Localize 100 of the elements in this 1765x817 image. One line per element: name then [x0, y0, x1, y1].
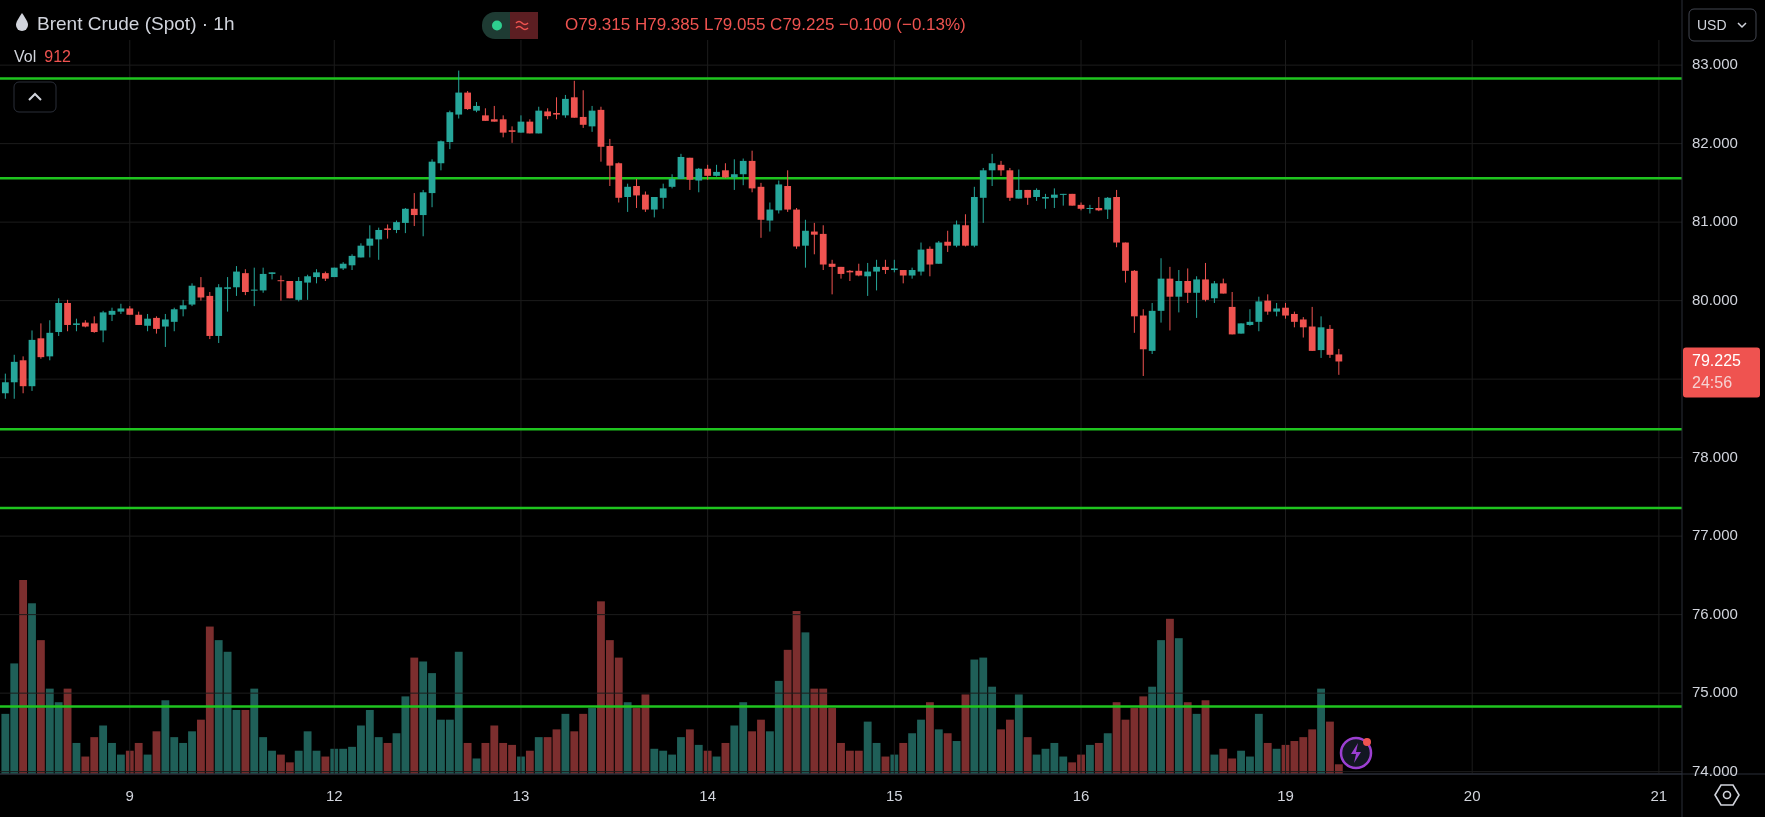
candlestick [10, 354, 18, 400]
bar [241, 709, 250, 774]
y-tick-label: 77.000 [1692, 526, 1738, 544]
bar [1272, 748, 1281, 774]
bar [28, 603, 36, 774]
candlestick [624, 183, 632, 213]
candlestick [46, 319, 54, 361]
y-tick-label: 75.000 [1692, 683, 1738, 701]
candlestick [508, 125, 516, 144]
x-tick-label: 13 [512, 787, 530, 804]
candlestick [259, 267, 267, 294]
candlestick [659, 183, 667, 210]
candlestick [1211, 280, 1218, 304]
bar [534, 737, 543, 774]
text: 24:56 [1692, 373, 1733, 391]
candlestick [739, 158, 747, 186]
y-tick-label: 74.000 [1692, 761, 1738, 779]
x-tick-label: 21 [1650, 787, 1668, 804]
candlestick [499, 114, 507, 138]
y-tick-label: 78.000 [1692, 447, 1738, 465]
candlestick [179, 299, 187, 317]
bar [463, 742, 472, 774]
candlestick [295, 276, 303, 302]
candlestick [170, 307, 178, 332]
candlestick [241, 268, 249, 296]
candlestick [562, 94, 569, 119]
candlestick [1050, 187, 1058, 209]
candlestick [366, 224, 374, 258]
candlestick [1202, 262, 1209, 302]
candlestick [188, 282, 196, 307]
bar [1023, 737, 1032, 774]
candlestick [1193, 275, 1200, 319]
candlestick [250, 267, 258, 307]
candlestick [1175, 269, 1183, 313]
x-tick-label: 12 [325, 787, 343, 804]
bar [1166, 618, 1174, 774]
candlestick [686, 157, 694, 191]
bar [1317, 688, 1325, 774]
candlestick [304, 274, 311, 301]
candlestick [1015, 169, 1023, 200]
candlestick [730, 158, 738, 191]
text: 79.225 [1692, 351, 1742, 369]
candlestick [944, 230, 952, 253]
y-tick-label: 80.000 [1692, 290, 1738, 308]
bar [525, 750, 534, 774]
candlestick [926, 245, 934, 277]
candlestick [650, 196, 658, 218]
candlestick [962, 213, 969, 247]
candlestick [117, 303, 125, 315]
candlestick [802, 219, 809, 269]
candlestick [410, 192, 418, 227]
candlestick [535, 106, 543, 134]
candlestick [570, 80, 578, 119]
bar [934, 729, 943, 774]
candlestick [908, 267, 916, 280]
x-tick-label: 9 [125, 787, 134, 804]
bar [925, 702, 934, 774]
candlestick [37, 322, 45, 360]
candlestick [1104, 196, 1112, 220]
candlestick [1299, 316, 1307, 339]
candlestick [953, 220, 960, 248]
y-tick-label: 81.000 [1692, 212, 1738, 230]
candlestick [464, 90, 471, 111]
bar [685, 729, 694, 774]
candlestick [402, 207, 409, 234]
candlestick [553, 96, 560, 120]
candlestick [935, 240, 943, 265]
candlestick [1264, 293, 1272, 316]
candlestick [873, 259, 880, 291]
bar [588, 708, 596, 774]
candlestick [455, 70, 463, 119]
candlestick [1184, 267, 1192, 304]
x-tick-label: 20 [1463, 787, 1481, 804]
bar [19, 580, 28, 774]
candlestick [375, 227, 383, 261]
bar [943, 733, 952, 774]
x-tick-label: 16 [1072, 787, 1090, 804]
candlestick [810, 222, 818, 255]
y-tick-label: 83.000 [1692, 55, 1738, 73]
candlestick [988, 153, 996, 187]
candlestick [784, 169, 792, 213]
bar [1094, 742, 1103, 774]
candlestick [1335, 348, 1343, 376]
candlestick [224, 276, 231, 313]
chart-title: Brent Crude (Spot) · 1h [37, 13, 235, 34]
candlestick [1, 373, 9, 400]
bar [383, 742, 392, 774]
bar [1014, 694, 1023, 774]
candlestick [695, 167, 703, 193]
y-tick-label: 76.000 [1692, 604, 1738, 622]
text: O79.315 H79.385 L79.055 C79.225 −0.100 (−0.13%) [565, 15, 966, 34]
candlestick [579, 89, 587, 129]
bar [1174, 638, 1183, 774]
candlestick [419, 189, 427, 237]
bar [694, 744, 703, 774]
bar [1183, 702, 1192, 774]
y-tick-label: 82.000 [1692, 133, 1738, 151]
bar [1263, 742, 1272, 774]
x-tick-label: 15 [886, 787, 903, 804]
candlestick [64, 299, 71, 332]
